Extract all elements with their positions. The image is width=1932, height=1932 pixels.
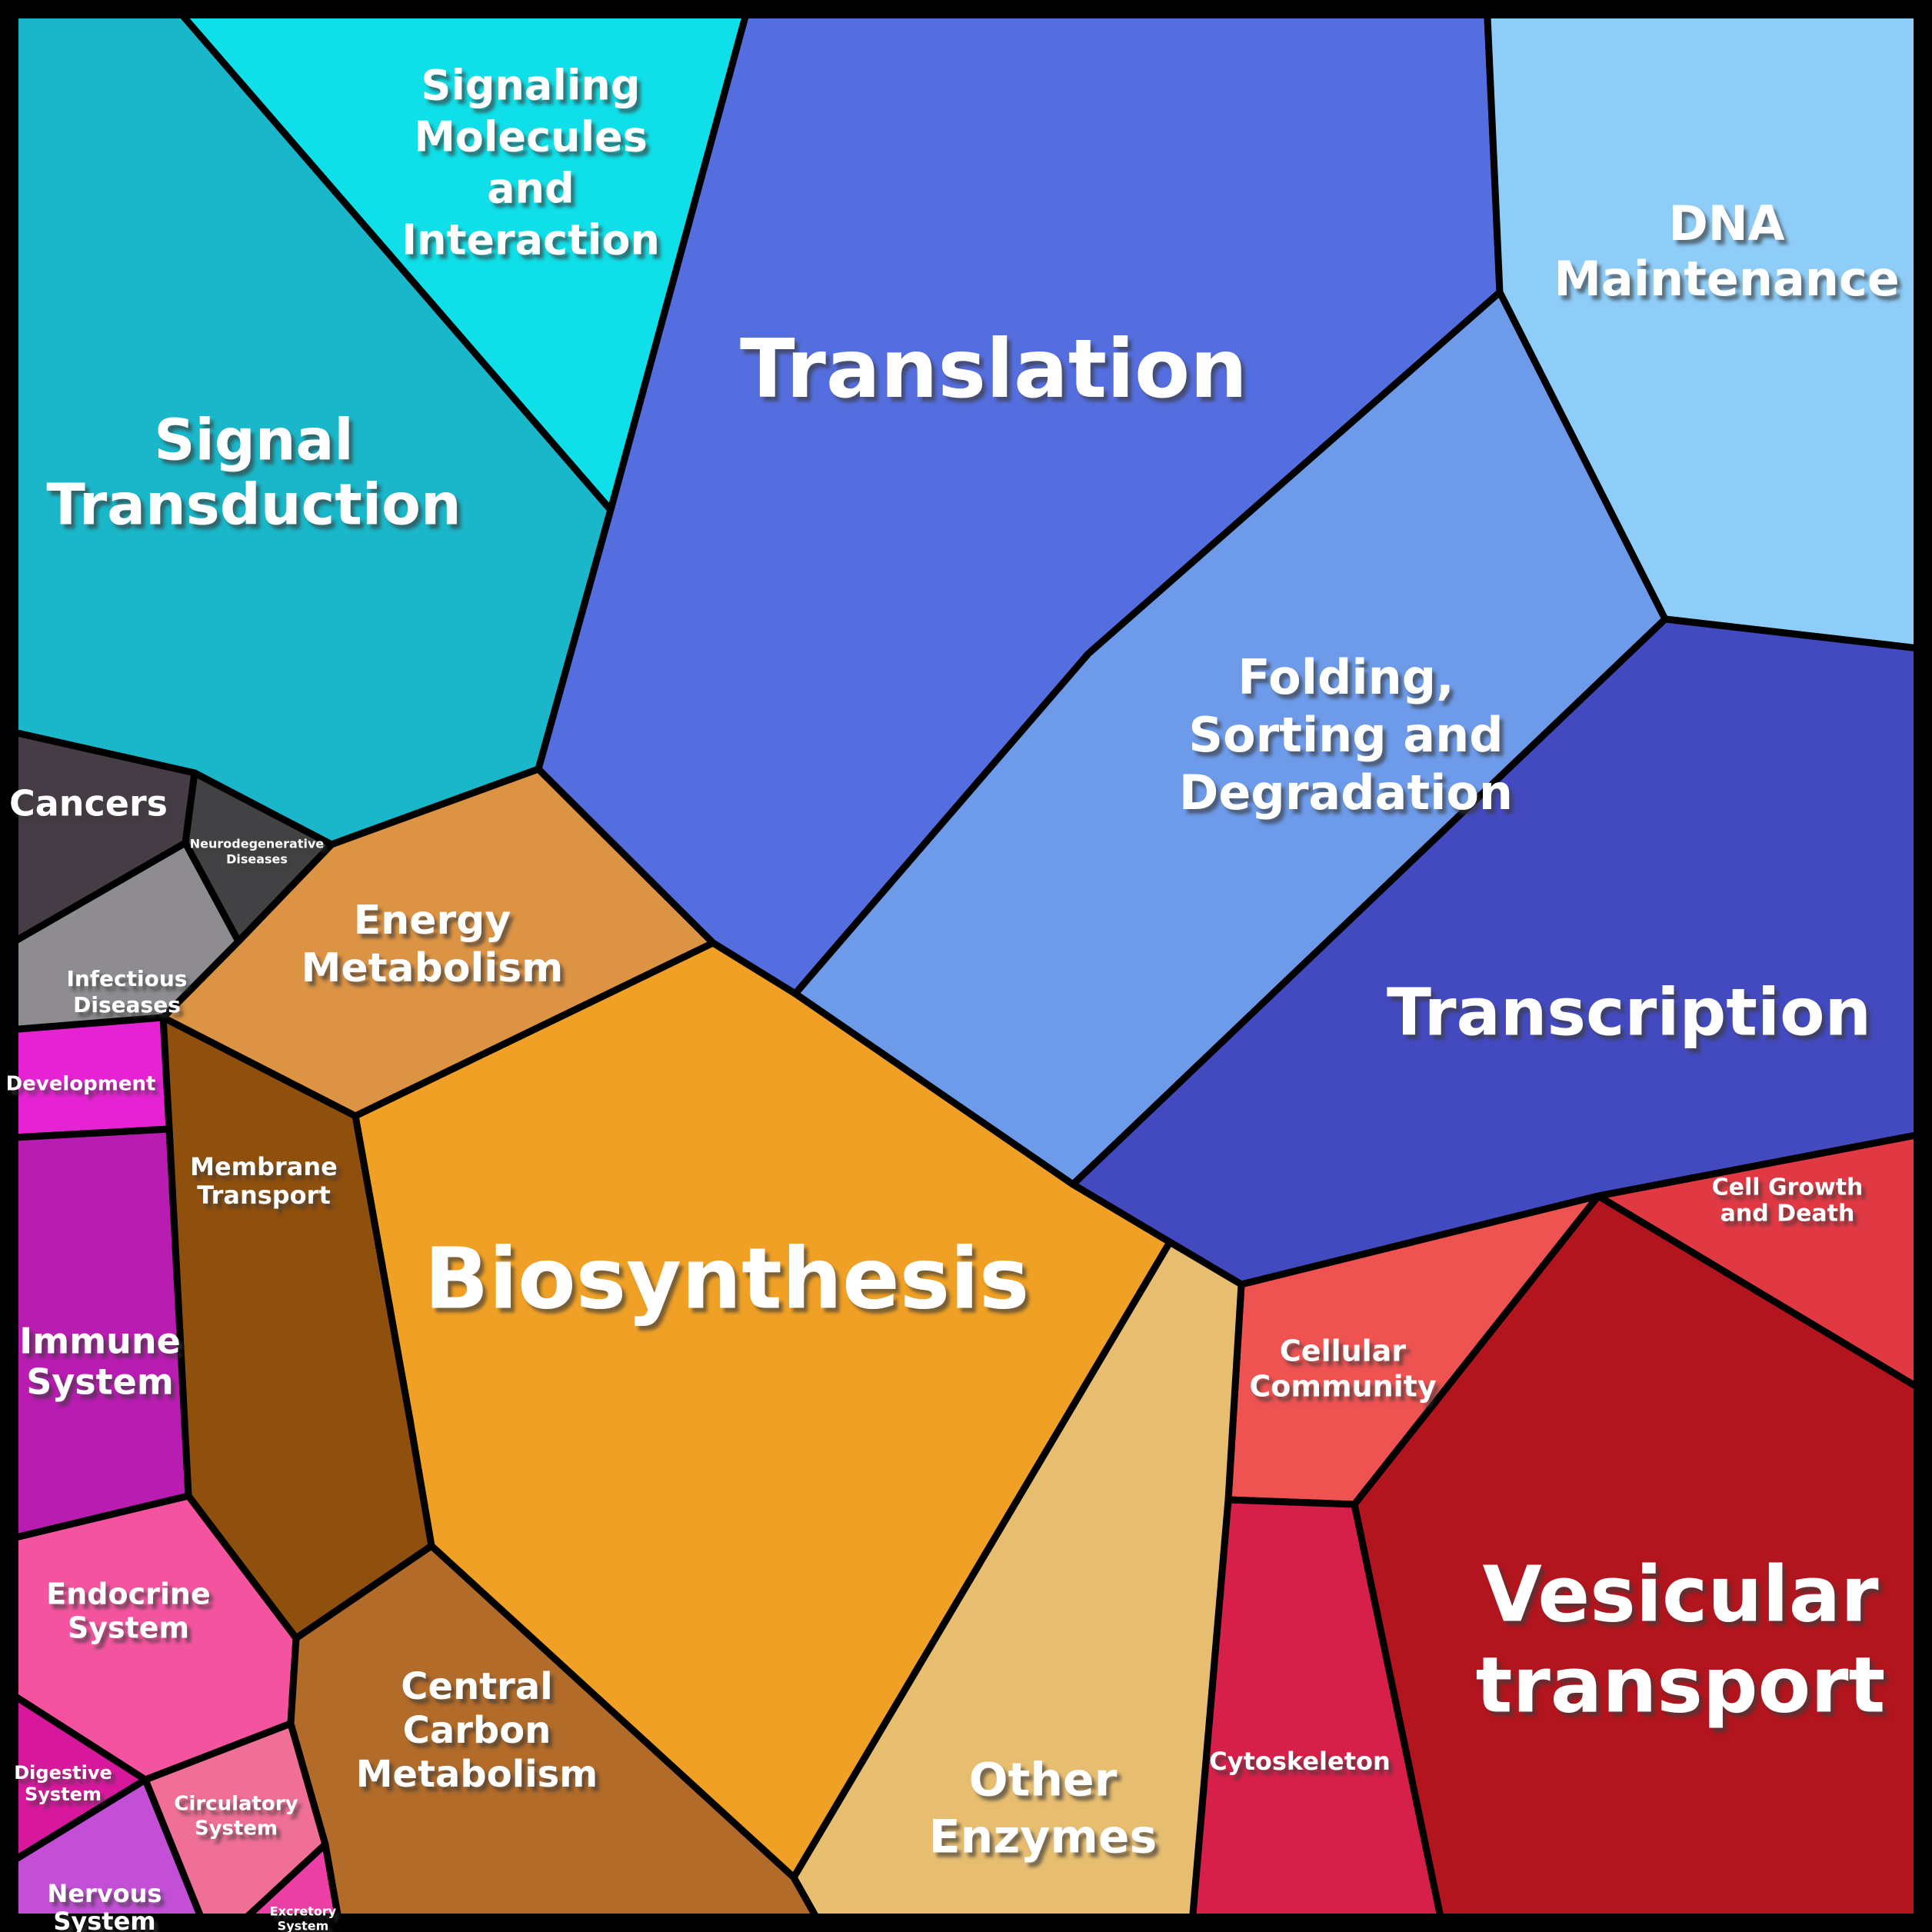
label-other-enzymes: Other Enzymes xyxy=(929,1754,1158,1864)
label-endocrine-system: Endocrine System xyxy=(46,1577,210,1645)
label-excretory-system: Excretory System xyxy=(270,1904,337,1932)
label-transcription: Transcription xyxy=(1387,974,1871,1051)
label-neurodegenerative-diseases: Neurodegenerative Diseases xyxy=(190,837,325,867)
cell-infectious-diseases xyxy=(0,839,242,1034)
label-digestive-system: Digestive System xyxy=(14,1762,112,1805)
cell-central-carbon-metabolism xyxy=(287,1542,828,1932)
label-folding-sorting-degradation: Folding, Sorting and Degradation xyxy=(1179,649,1513,821)
label-cell-growth-and-death: Cell Growth and Death xyxy=(1712,1174,1864,1227)
label-signal-transduction: Signal Transduction xyxy=(46,408,461,538)
label-vesicular-transport: Vesicular transport xyxy=(1476,1549,1886,1730)
label-energy-metabolism: Energy Metabolism xyxy=(301,898,564,991)
label-central-carbon-metabolism: Central Carbon Metabolism xyxy=(356,1665,598,1796)
cell-nervous-system xyxy=(0,1776,211,1932)
label-translation: Translation xyxy=(740,322,1247,416)
label-dna-maintenance: DNA Maintenance xyxy=(1554,195,1900,307)
label-immune-system: Immune System xyxy=(19,1321,181,1403)
label-membrane-transport: Membrane Transport xyxy=(190,1152,338,1210)
label-circulatory-system: Circulatory System xyxy=(174,1793,298,1840)
label-cancers: Cancers xyxy=(9,783,168,824)
label-development: Development xyxy=(6,1073,156,1096)
label-cellular-community: Cellular Community xyxy=(1249,1334,1436,1404)
label-infectious-diseases: Infectious Diseases xyxy=(67,966,188,1018)
label-nervous-system: Nervous System xyxy=(48,1879,162,1932)
label-signaling-molecules: Signaling Molecules and Interaction xyxy=(401,62,660,265)
label-cytoskeleton: Cytoskeleton xyxy=(1209,1747,1391,1776)
label-biosynthesis: Biosynthesis xyxy=(425,1229,1030,1327)
